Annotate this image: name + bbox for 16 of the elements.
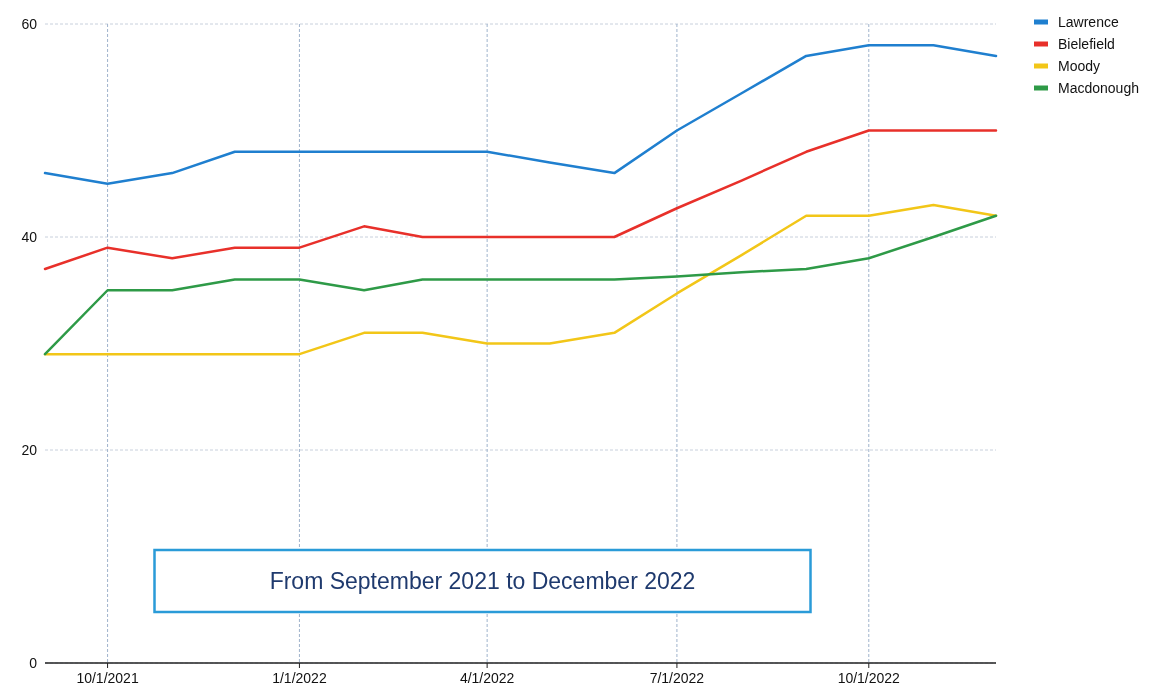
x-tick-label: 4/1/2022: [459, 670, 515, 683]
y-tick-label: 0: [29, 655, 38, 671]
x-tick-label: 10/1/2022: [837, 670, 901, 683]
y-tick-label: 60: [21, 16, 38, 32]
line-series: [43, 129, 998, 271]
annotation: From September 2021 to December 2022: [269, 568, 696, 594]
legend-label: Moody: [1058, 58, 1101, 74]
legend-label: Bielefield: [1058, 36, 1115, 52]
legend-label: Macdonough: [1058, 80, 1139, 96]
line-series: [43, 44, 998, 185]
x-tick-label: 7/1/2022: [649, 670, 705, 683]
x-tick-label: 10/1/2021: [76, 670, 139, 683]
y-tick-label: 40: [21, 229, 38, 245]
y-tick-label: 20: [21, 442, 38, 458]
x-tick-label: 1/1/2022: [272, 670, 327, 683]
legend-label: Lawrence: [1058, 14, 1119, 30]
